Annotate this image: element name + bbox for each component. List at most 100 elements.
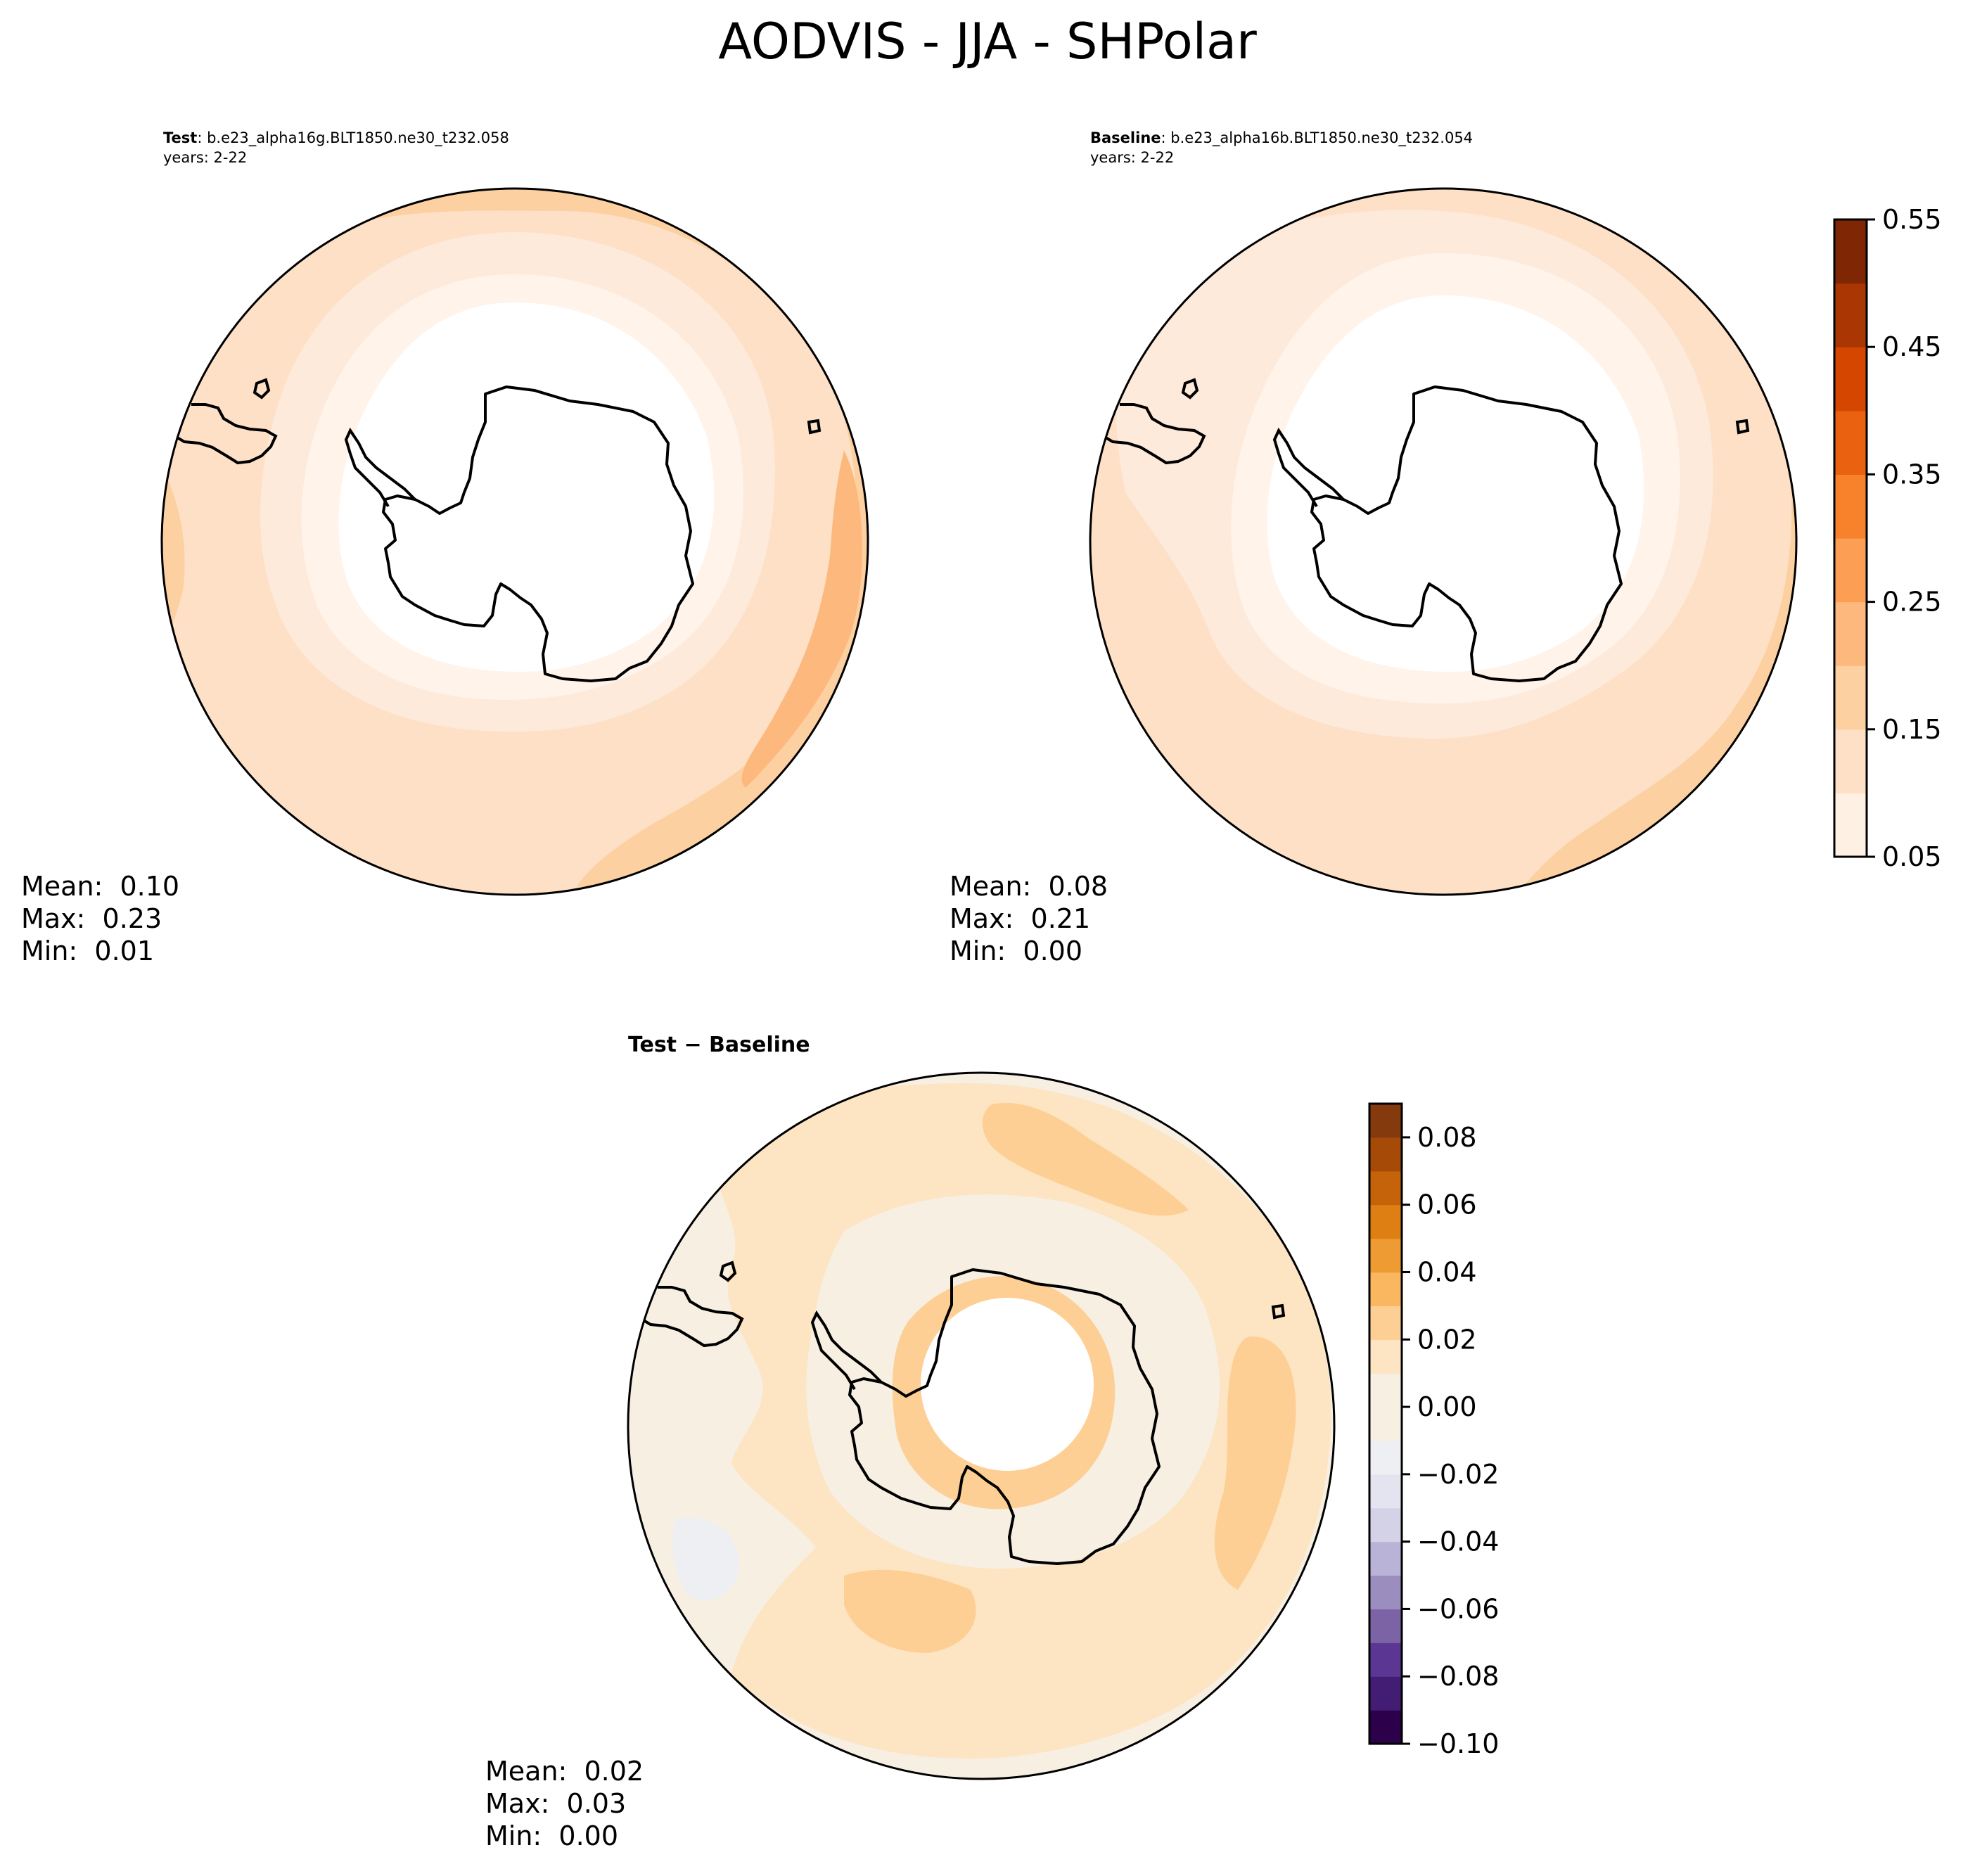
oranges-colorbar-tick-label: 0.45 xyxy=(1882,331,1942,362)
test-stats: Mean: 0.10 Max: 0.23 Min: 0.01 xyxy=(21,870,179,967)
test-antarctic-peninsula xyxy=(344,427,416,508)
test-case-name: : b.e23_alpha16g.BLT1850.ne30_t232.058 xyxy=(197,129,509,146)
puor-colorbar-bin xyxy=(1369,1710,1402,1744)
baseline-mean: Mean: 0.08 xyxy=(950,871,1108,902)
diff-field-negative-west xyxy=(672,1517,739,1601)
puor-colorbar-bin xyxy=(1369,1204,1402,1239)
test-years: years: 2-22 xyxy=(163,149,248,166)
baseline-min: Min: 0.00 xyxy=(950,936,1082,966)
puor-colorbar-bin xyxy=(1369,1575,1402,1610)
diff-mean: Mean: 0.02 xyxy=(485,1756,644,1787)
baseline-map-boundary xyxy=(1089,187,1798,896)
test-south-america-tip xyxy=(176,403,278,465)
diff-max: Max: 0.03 xyxy=(485,1788,627,1819)
baseline-stats: Mean: 0.08 Max: 0.21 Min: 0.00 xyxy=(950,870,1108,967)
test-map-boundary xyxy=(160,187,869,896)
test-min: Min: 0.01 xyxy=(21,936,154,966)
diff-min: Min: 0.00 xyxy=(485,1820,618,1851)
diff-field-0.02-0.03-east xyxy=(1214,1336,1296,1590)
test-mean: Mean: 0.10 xyxy=(21,871,180,902)
test-field-0.25-0.30 xyxy=(741,450,863,788)
oranges-colorbar-bin xyxy=(1834,474,1867,539)
puor-colorbar-bin xyxy=(1369,1272,1402,1306)
puor-colorbar-bin xyxy=(1369,1440,1402,1475)
oranges-colorbar-bin xyxy=(1834,347,1867,411)
puor-colorbar-bin xyxy=(1369,1507,1402,1543)
baseline-antarctica-coastline xyxy=(1310,385,1623,682)
puor-colorbar-bin xyxy=(1369,1137,1402,1172)
baseline-years: years: 2-22 xyxy=(1090,149,1175,166)
test-island-east xyxy=(807,419,822,435)
puor-colorbar-tick-label: 0.00 xyxy=(1417,1391,1477,1422)
diff-island-east xyxy=(1271,1303,1286,1320)
diff-panel-title: Test − Baseline xyxy=(628,1033,810,1057)
puor-colorbar-bin xyxy=(1369,1541,1402,1576)
baseline-label: Baseline xyxy=(1090,129,1161,146)
puor-colorbar-bin xyxy=(1369,1104,1402,1138)
puor-colorbar-tick-label: −0.04 xyxy=(1417,1526,1499,1557)
diff-south-america-tip xyxy=(642,1286,744,1348)
oranges-colorbar-bin xyxy=(1834,283,1867,347)
baseline-case-name: : b.e23_alpha16b.BLT1850.ne30_t232.054 xyxy=(1161,129,1474,146)
puor-colorbar-bin xyxy=(1369,1676,1402,1711)
puor-colorbar-tick-label: −0.10 xyxy=(1417,1728,1499,1759)
oranges-colorbar-tick-label: 0.25 xyxy=(1882,587,1942,618)
diff-stats: Mean: 0.02 Max: 0.03 Min: 0.00 xyxy=(485,1755,644,1852)
diff-antarctic-peninsula xyxy=(810,1310,883,1391)
oranges-colorbar-tick-label: 0.55 xyxy=(1882,204,1942,235)
test-island xyxy=(253,378,271,400)
test-antarctica-coastline xyxy=(382,385,694,682)
diff-antarctica-coastline xyxy=(848,1268,1161,1565)
puor-colorbar-tick-label: −0.08 xyxy=(1417,1661,1499,1692)
oranges-colorbar-bin xyxy=(1834,793,1867,857)
oranges-colorbar-bin xyxy=(1834,538,1867,603)
puor-colorbar-frame xyxy=(1368,1102,1403,1745)
baseline-island-east xyxy=(1735,419,1750,435)
puor-colorbar-bin xyxy=(1369,1170,1402,1206)
diff-field-missing-pole xyxy=(921,1298,1094,1471)
test-panel-title: Test: b.e23_alpha16g.BLT1850.ne30_t232.0… xyxy=(163,128,509,148)
diff-map-boundary xyxy=(627,1071,1336,1780)
oranges-colorbar-bin xyxy=(1834,410,1867,475)
baseline-south-america-tip xyxy=(1104,403,1206,465)
oranges-colorbar-frame xyxy=(1833,218,1868,858)
puor-colorbar-bin xyxy=(1369,1407,1402,1441)
diff-field-0.02-0.03-north xyxy=(982,1103,1189,1216)
puor-colorbar-tick-label: 0.06 xyxy=(1417,1189,1477,1220)
test-label: Test xyxy=(163,129,198,146)
puor-colorbar-tick-label: −0.06 xyxy=(1417,1593,1499,1624)
oranges-colorbar-tick-label: 0.35 xyxy=(1882,459,1942,490)
puor-colorbar-bin xyxy=(1369,1339,1402,1374)
oranges-colorbar-bin xyxy=(1834,665,1867,730)
test-max: Max: 0.23 xyxy=(21,903,162,934)
oranges-colorbar-tick-label: 0.05 xyxy=(1882,841,1942,872)
oranges-colorbar-bin xyxy=(1834,729,1867,793)
diff-field-0.02-0.03-south xyxy=(844,1569,976,1653)
puor-colorbar-tick-label: −0.02 xyxy=(1417,1459,1499,1490)
oranges-colorbar-bin xyxy=(1834,219,1867,284)
puor-colorbar-tick-label: 0.04 xyxy=(1417,1256,1477,1287)
baseline-panel-title: Baseline: b.e23_alpha16b.BLT1850.ne30_t2… xyxy=(1090,128,1473,148)
puor-colorbar-bin xyxy=(1369,1238,1402,1273)
puor-colorbar-bin xyxy=(1369,1306,1402,1340)
puor-colorbar-bin xyxy=(1369,1474,1402,1509)
oranges-colorbar-bin xyxy=(1834,601,1867,666)
oranges-colorbar-tick-label: 0.15 xyxy=(1882,714,1942,745)
baseline-antarctic-peninsula xyxy=(1272,427,1345,508)
baseline-island xyxy=(1181,378,1199,400)
test-field-below-0.05 xyxy=(338,302,715,672)
puor-colorbar-bin xyxy=(1369,1642,1402,1677)
puor-colorbar-bin xyxy=(1369,1609,1402,1643)
figure-title: AODVIS - JJA - SHPolar xyxy=(718,13,1257,70)
diff-island xyxy=(719,1261,737,1282)
baseline-max: Max: 0.21 xyxy=(950,903,1091,934)
puor-colorbar-tick-label: 0.08 xyxy=(1417,1122,1477,1153)
baseline-field-below-0.05 xyxy=(1267,295,1644,672)
puor-colorbar-tick-label: 0.02 xyxy=(1417,1324,1477,1355)
puor-colorbar-bin xyxy=(1369,1373,1402,1408)
